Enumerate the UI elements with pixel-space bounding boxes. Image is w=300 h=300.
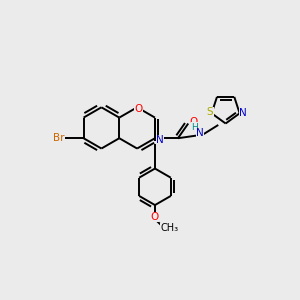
Text: O: O	[151, 212, 159, 222]
Text: N: N	[196, 128, 204, 138]
Text: N: N	[156, 135, 164, 145]
Text: H: H	[191, 122, 198, 131]
Text: Br: Br	[53, 133, 65, 143]
Text: CH₃: CH₃	[160, 223, 178, 233]
Text: O: O	[189, 117, 198, 127]
Text: S: S	[207, 107, 214, 117]
Text: O: O	[134, 104, 143, 114]
Text: N: N	[239, 108, 247, 118]
